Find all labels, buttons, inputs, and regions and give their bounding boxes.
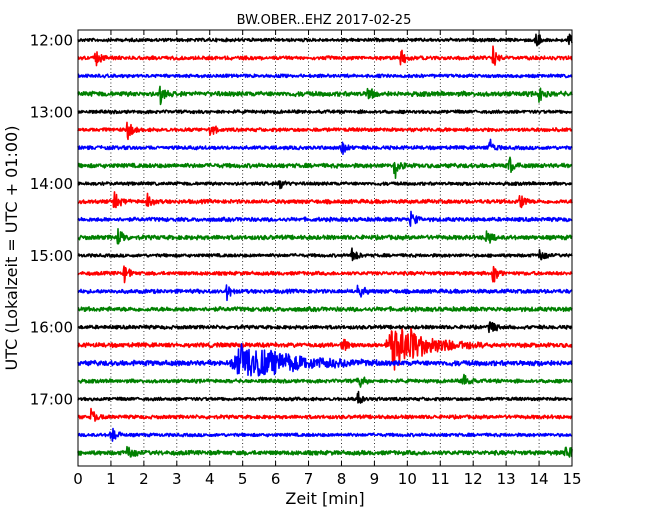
trace-1545 bbox=[77, 306, 573, 313]
trace-1415 bbox=[77, 191, 573, 209]
y-tick-label: 17:00 bbox=[30, 391, 73, 409]
x-tick-label: 4 bbox=[205, 470, 215, 488]
x-tick-label: 3 bbox=[172, 470, 182, 488]
trace-1500 bbox=[77, 247, 573, 262]
y-axis-label: UTC (Lokalzeit = UTC + 01:00) bbox=[2, 126, 21, 371]
y-tick-label: 16:00 bbox=[30, 319, 73, 337]
trace-1330 bbox=[77, 138, 573, 156]
trace-1645 bbox=[77, 373, 573, 388]
trace-1345 bbox=[77, 156, 573, 180]
x-tick-label: 2 bbox=[139, 470, 149, 488]
trace-1615 bbox=[77, 327, 573, 371]
trace-1400 bbox=[77, 180, 573, 190]
y-axis: 12:00 13:00 14:00 15:00 16:00 17:00 bbox=[30, 32, 572, 409]
trace-1530 bbox=[77, 284, 573, 302]
x-tick-label: 7 bbox=[304, 470, 314, 488]
chart-title: BW.OBER..EHZ 2017-02-25 bbox=[237, 13, 412, 28]
x-tick-label: 14 bbox=[530, 470, 549, 488]
x-tick-label: 12 bbox=[464, 470, 483, 488]
x-tick-label: 10 bbox=[398, 470, 417, 488]
y-tick-label: 15:00 bbox=[30, 247, 73, 265]
x-axis: 0 1 2 3 4 5 6 7 8 9 10 11 12 13 14 15 bbox=[73, 30, 582, 488]
trace-1715 bbox=[77, 407, 573, 422]
trace-1630 bbox=[77, 343, 573, 377]
plot-frame bbox=[77, 29, 573, 467]
x-tick-label: 11 bbox=[431, 470, 450, 488]
x-tick-label: 1 bbox=[106, 470, 116, 488]
trace-1245 bbox=[77, 85, 573, 106]
trace-1700 bbox=[77, 390, 573, 404]
x-tick-label: 0 bbox=[73, 470, 83, 488]
seismogram-traces bbox=[77, 33, 573, 458]
trace-1215 bbox=[77, 45, 573, 67]
trace-1430 bbox=[77, 210, 573, 227]
trace-1300 bbox=[77, 109, 573, 115]
trace-1730 bbox=[77, 427, 573, 442]
y-tick-label: 12:00 bbox=[30, 32, 73, 50]
x-tick-label: 13 bbox=[497, 470, 516, 488]
trace-1515 bbox=[77, 265, 573, 284]
trace-1745 bbox=[77, 445, 573, 458]
trace-1600 bbox=[77, 321, 573, 334]
x-axis-label: Zeit [min] bbox=[285, 489, 364, 508]
x-tick-label: 5 bbox=[238, 470, 248, 488]
trace-1230 bbox=[77, 73, 573, 79]
y-tick-label: 13:00 bbox=[30, 103, 73, 121]
trace-1200 bbox=[77, 33, 573, 47]
trace-1315 bbox=[77, 121, 573, 141]
trace-1445 bbox=[77, 227, 573, 245]
x-tick-label: 15 bbox=[562, 470, 581, 488]
y-tick-label: 14:00 bbox=[30, 175, 73, 193]
x-tick-label: 9 bbox=[370, 470, 380, 488]
x-tick-label: 8 bbox=[337, 470, 347, 488]
x-tick-label: 6 bbox=[271, 470, 281, 488]
